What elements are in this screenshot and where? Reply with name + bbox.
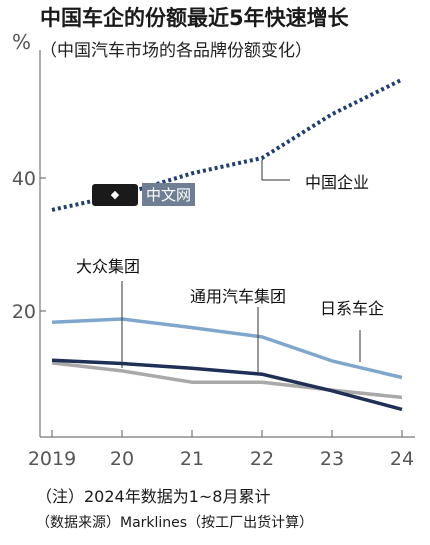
- tick-labels: 20 40 2019 20 21 22 23 24: [12, 168, 414, 470]
- footnote: （注）2024年数据为1~8月累计: [36, 487, 271, 506]
- series-line-2: [51, 358, 403, 412]
- chart-series: [51, 77, 403, 412]
- chart-title: 中国车企的份额最近5年快速增长: [40, 6, 349, 30]
- x-tick-label: 24: [390, 448, 414, 470]
- series-label-2: 通用汽车集团: [190, 287, 286, 306]
- y-axis-unit: %: [12, 30, 32, 54]
- chart-subtitle: （中国汽车市场的各品牌份额变化）: [40, 41, 312, 61]
- series-line-3: [51, 361, 403, 400]
- series-line-1: [51, 317, 403, 380]
- watermark: ◆ 中文网: [92, 183, 196, 206]
- series-line-0: [51, 77, 403, 212]
- series-label-0: 中国企业: [305, 173, 369, 192]
- x-tick-label: 23: [320, 448, 344, 470]
- y-tick-label: 20: [12, 301, 36, 323]
- series-label-1: 大众集团: [76, 257, 140, 276]
- watermark-text: 中文网: [142, 183, 196, 206]
- x-tick-label: 22: [250, 448, 274, 470]
- chart-axes: [39, 50, 415, 438]
- data-source-note: （数据来源）Marklines（按工厂出货计算）: [36, 515, 314, 531]
- y-tick-label: 40: [12, 168, 36, 190]
- x-tick-label: 20: [110, 448, 134, 470]
- watermark-logo: ◆: [92, 183, 138, 206]
- series-label-3: 日系车企: [320, 299, 384, 318]
- x-tick-label: 2019: [28, 448, 76, 470]
- x-tick-label: 21: [180, 448, 204, 470]
